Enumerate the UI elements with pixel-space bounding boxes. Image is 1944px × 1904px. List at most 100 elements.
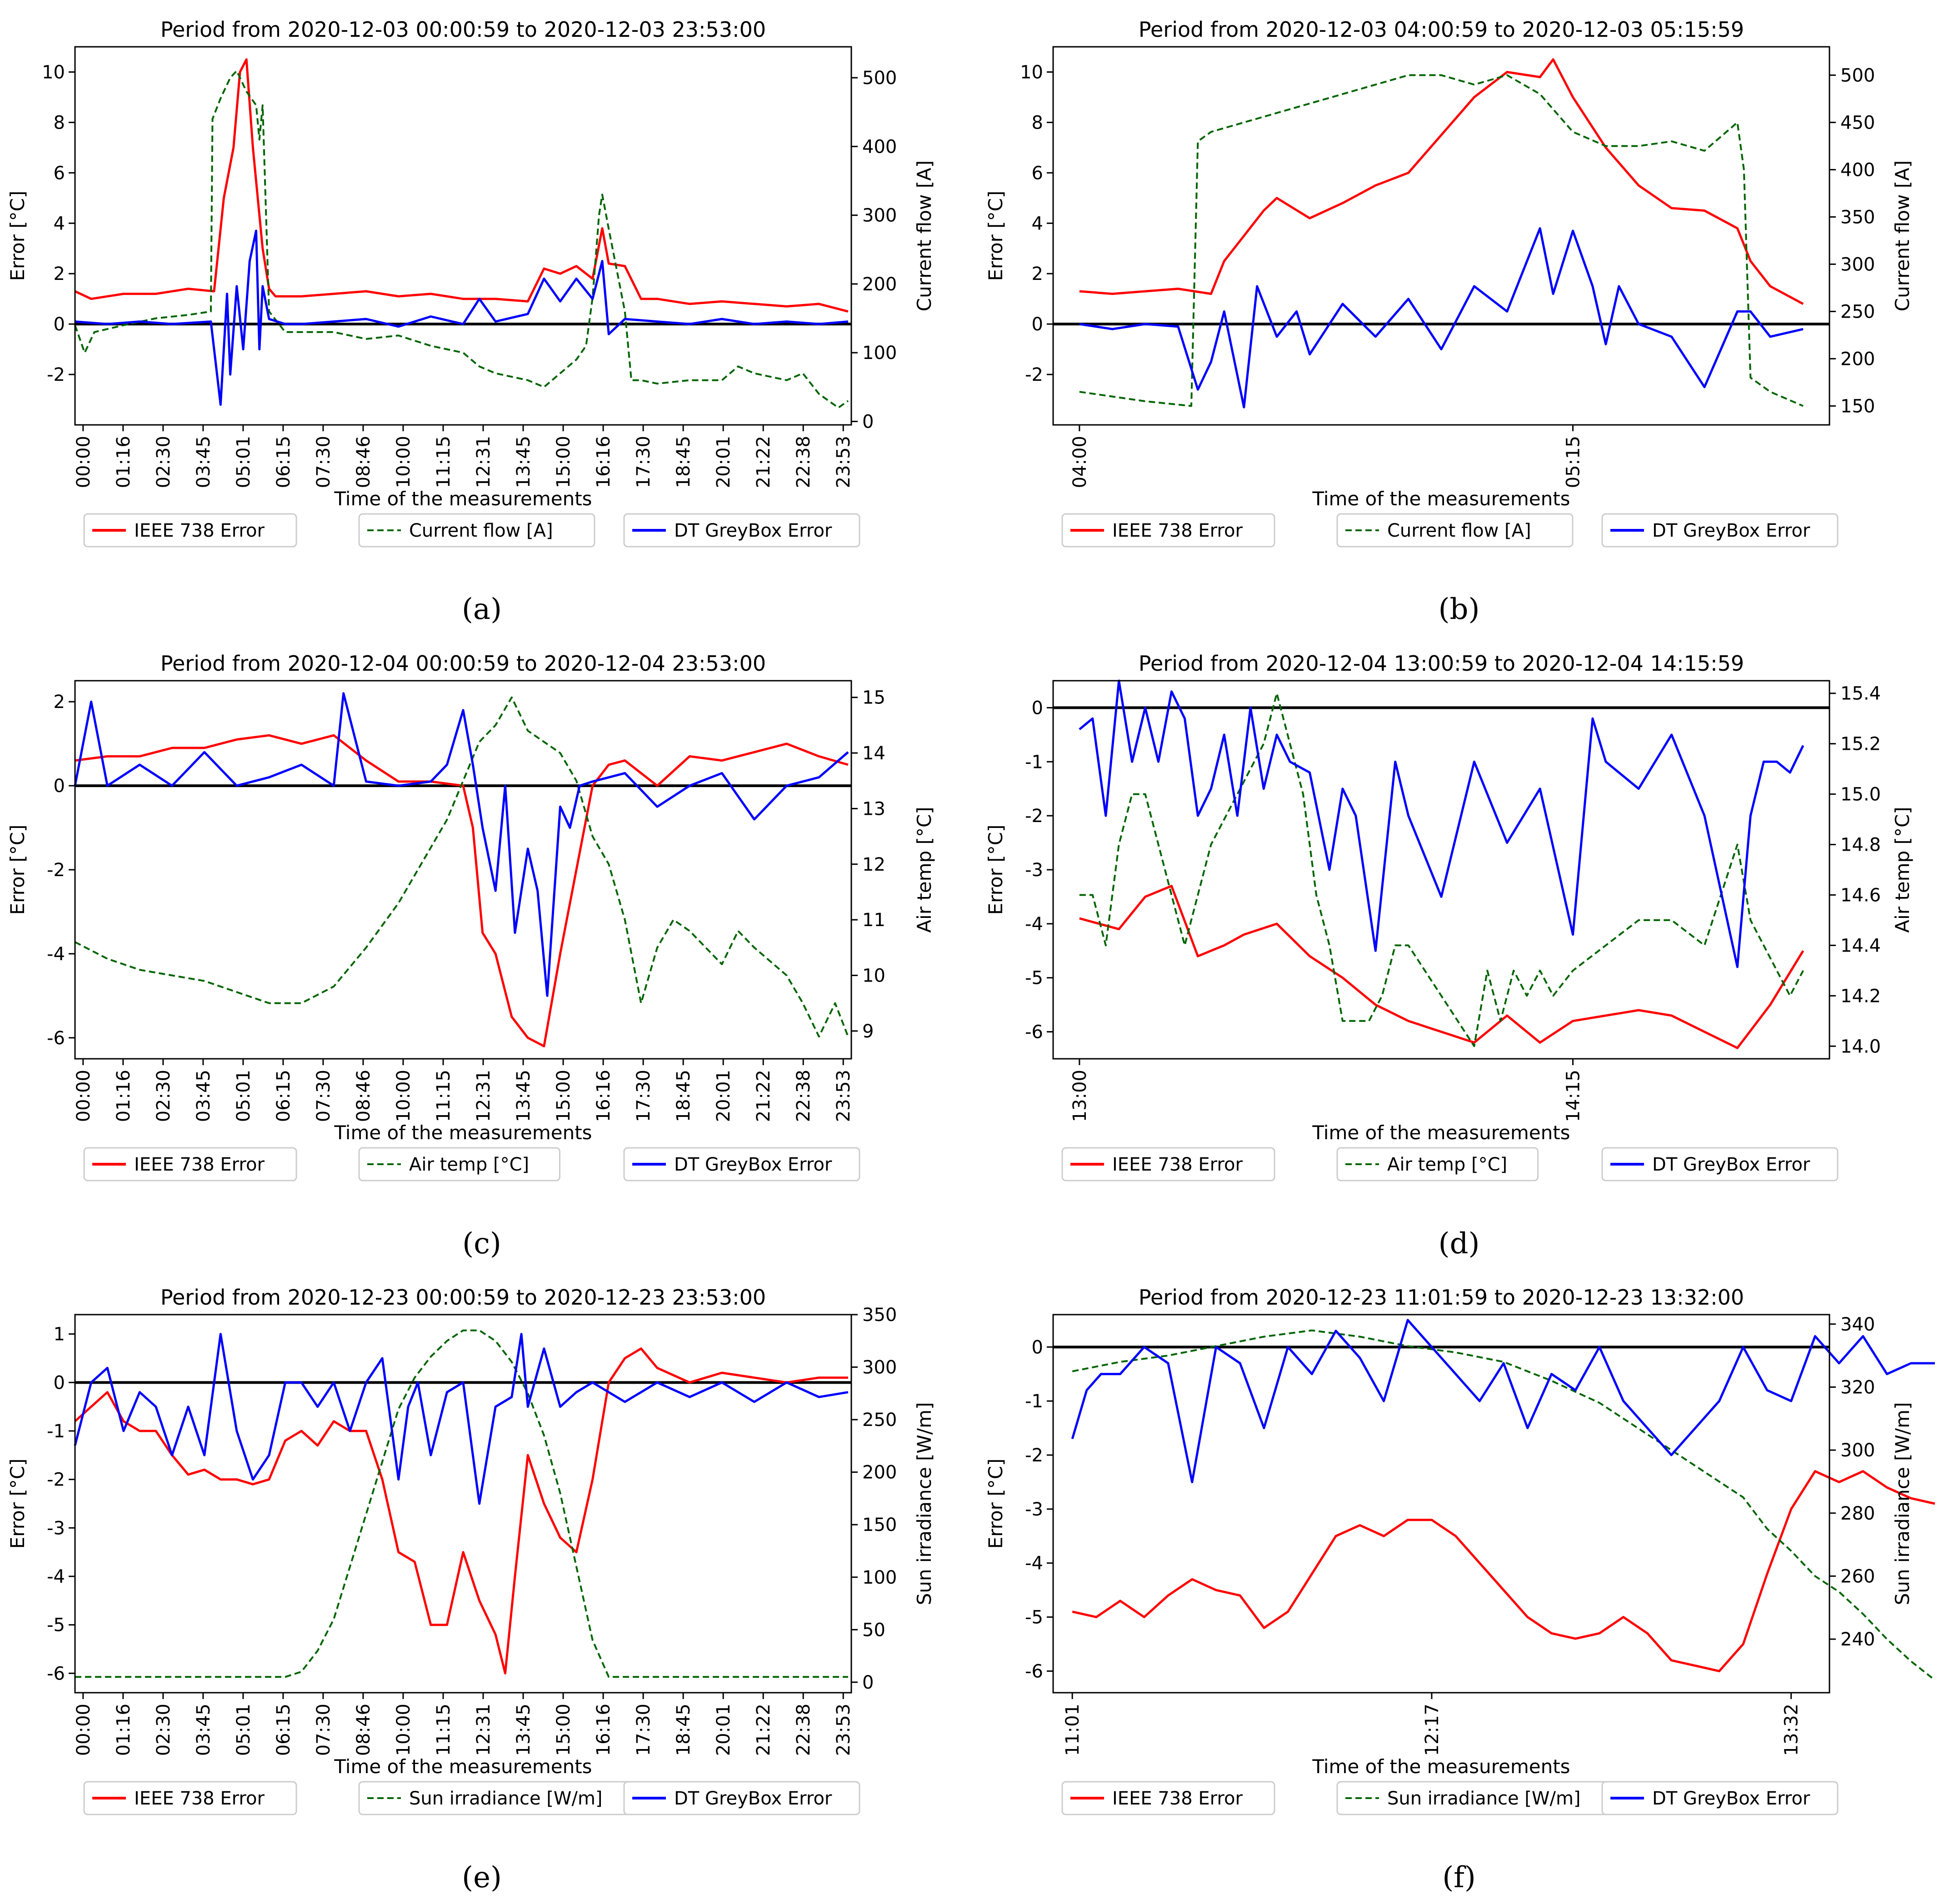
plot-frame: [1052, 1314, 1830, 1694]
y2-tick-label: 300: [1840, 1440, 1875, 1461]
x-tick-label: 07:30: [313, 1070, 334, 1122]
x-tick-label: 01:16: [113, 436, 134, 488]
chart-d: Period from 2020-12-04 13:00:59 to 2020-…: [984, 651, 1914, 1181]
x-axis-label: Time of the measurements: [1312, 1755, 1570, 1778]
ieee-error-line: [74, 58, 849, 313]
legend-ieee: IEEE 738 Error: [83, 1781, 297, 1815]
y-axis-label: Error [°C]: [984, 191, 1007, 281]
x-tick-label: 10:00: [393, 436, 414, 488]
y-tick-label: -4: [47, 944, 65, 965]
y2-tick-label: 200: [862, 274, 897, 295]
x-tick-label: 12:17: [1422, 1704, 1443, 1756]
legend-box: [623, 513, 860, 548]
plot-frame: [74, 1314, 852, 1694]
y2-tick-label: 400: [862, 136, 897, 157]
y-tick-label: -5: [1025, 968, 1043, 989]
x-axis-label: Time of the measurements: [334, 1121, 592, 1144]
y-tick-label: 0: [54, 314, 65, 335]
y2-tick-label: 500: [862, 68, 897, 89]
x-tick-label: 00:00: [73, 1704, 94, 1756]
x-tick-label: 06:15: [273, 1070, 294, 1122]
x-tick-label: 17:30: [633, 436, 654, 488]
subfigure-label-e: (e): [462, 1861, 502, 1894]
y-tick-label: 0: [1032, 314, 1043, 335]
y2-tick-label: 350: [862, 1305, 897, 1326]
x-tick-label: 08:46: [353, 436, 374, 488]
legend-label: IEEE 738 Error: [134, 520, 265, 541]
plot-frame: [74, 46, 852, 426]
y2-tick-label: 350: [1840, 207, 1875, 228]
x-tick-label: 03:45: [193, 1704, 214, 1756]
secondary-series-line: [1079, 74, 1804, 407]
ieee-error-line: [75, 734, 849, 1047]
y2-axis-label: Sun irradiance [W/m]: [1891, 1402, 1914, 1605]
legend-label: Sun irradiance [W/m]: [1387, 1788, 1581, 1809]
x-tick-label: 21:22: [753, 1070, 774, 1122]
y2-tick-label: 14.6: [1840, 885, 1881, 906]
y2-tick-label: 150: [1840, 396, 1875, 417]
legend-label: DT GreyBox Error: [1652, 520, 1810, 541]
y2-tick-label: 0: [862, 411, 874, 432]
legend-box: [1061, 1781, 1275, 1815]
legend-label: IEEE 738 Error: [134, 1154, 265, 1175]
y-tick-label: 2: [54, 264, 65, 284]
ieee-error-line: [74, 1347, 848, 1675]
x-tick-label: 13:45: [513, 436, 534, 488]
y-tick-label: 10: [42, 62, 65, 83]
y2-tick-label: 50: [862, 1620, 885, 1640]
x-tick-label: 22:38: [793, 1704, 814, 1756]
secondary-series-line: [75, 1329, 848, 1678]
y-tick-label: -2: [47, 364, 65, 385]
x-tick-label: 14:15: [1563, 1070, 1584, 1122]
legend-box: [1061, 1147, 1275, 1181]
x-tick-label: 05:01: [233, 1070, 254, 1122]
x-tick-label: 03:45: [193, 1070, 214, 1122]
y-tick-label: -1: [47, 1421, 65, 1442]
chart-a: Period from 2020-12-03 00:00:59 to 2020-…: [6, 17, 935, 548]
chart-title: Period from 2020-12-03 00:00:59 to 2020-…: [160, 17, 766, 42]
y2-axis-label: Air temp [°C]: [913, 807, 935, 932]
y-tick-label: -3: [1025, 1499, 1043, 1520]
legend-label: Sun irradiance [W/m]: [409, 1788, 603, 1809]
x-tick-label: 22:38: [793, 436, 814, 488]
legend-box: [623, 1147, 860, 1181]
x-tick-label: 06:15: [273, 436, 294, 488]
legend-label: IEEE 738 Error: [134, 1788, 265, 1809]
x-tick-label: 02:30: [153, 1070, 174, 1122]
y2-tick-label: 450: [1840, 112, 1875, 133]
y-tick-label: -3: [1025, 860, 1043, 881]
legend-greybox: DT GreyBox Error: [1601, 1147, 1839, 1181]
legend-box: [358, 1147, 560, 1181]
x-tick-label: 13:45: [513, 1070, 534, 1122]
y-tick-label: -6: [47, 1028, 65, 1049]
x-tick-label: 11:15: [433, 1070, 454, 1122]
x-tick-label: 01:16: [113, 1704, 134, 1756]
legend-ieee: IEEE 738 Error: [1061, 1781, 1275, 1815]
x-tick-label: 21:22: [753, 1704, 774, 1756]
x-tick-label: 05:01: [233, 1704, 254, 1756]
x-tick-label: 00:00: [73, 436, 94, 488]
x-tick-label: 02:30: [153, 1704, 174, 1756]
y2-tick-label: 14.4: [1840, 935, 1881, 956]
legend-secondary: Sun irradiance [W/m]: [358, 1781, 642, 1815]
y-tick-label: 0: [1032, 1337, 1043, 1358]
plot-frame: [1052, 46, 1830, 426]
legend-label: Air temp [°C]: [409, 1154, 529, 1175]
x-tick-label: 06:15: [273, 1704, 294, 1756]
y-tick-label: -6: [1025, 1661, 1043, 1682]
legend-box: [1601, 513, 1839, 548]
legend-label: Air temp [°C]: [1387, 1154, 1507, 1175]
legend-box: [1336, 1147, 1539, 1181]
x-tick-label: 23:53: [833, 436, 854, 488]
x-tick-label: 22:38: [793, 1070, 814, 1122]
y2-tick-label: 11: [862, 910, 885, 931]
subfigure-label-c: (c): [462, 1227, 501, 1261]
x-tick-label: 07:30: [313, 1704, 334, 1756]
y2-tick-label: 9: [862, 1021, 874, 1042]
x-tick-label: 02:30: [153, 436, 174, 488]
legend-secondary: Air temp [°C]: [358, 1147, 560, 1181]
y2-tick-label: 200: [862, 1462, 897, 1483]
y-axis-label: Error [°C]: [6, 1459, 29, 1549]
x-tick-label: 11:15: [433, 436, 454, 488]
y2-tick-label: 260: [1840, 1566, 1875, 1587]
